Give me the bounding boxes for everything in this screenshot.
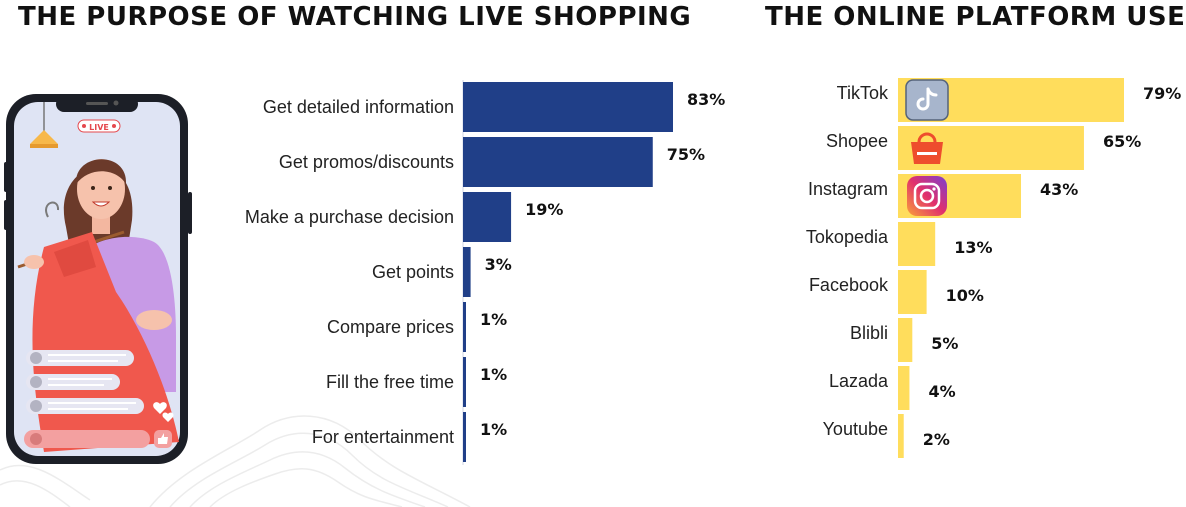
purpose-value-label: 3% <box>485 255 512 274</box>
platform-category-label: Blibli <box>850 323 888 343</box>
platform-category-label: TikTok <box>837 83 889 103</box>
purpose-bar-get-detailed-information <box>463 82 673 132</box>
platform-value-label: 65% <box>1103 132 1141 151</box>
instagram-icon <box>907 176 947 216</box>
purpose-category-label: Get points <box>372 262 454 282</box>
platform-value-label: 79% <box>1143 84 1181 103</box>
purpose-value-label: 1% <box>480 420 507 439</box>
platform-category-label: Facebook <box>809 275 889 295</box>
heart-icon <box>162 412 174 422</box>
purpose-bar-get-promos-discounts <box>463 137 653 187</box>
purpose-bar-get-points <box>463 247 471 297</box>
platform-bar-lazada <box>898 366 910 410</box>
purpose-category-label: Get promos/discounts <box>279 152 454 172</box>
thumbs-up-icon <box>158 433 168 444</box>
purpose-value-label: 1% <box>480 365 507 384</box>
shopee-icon <box>911 132 943 164</box>
purpose-value-label: 19% <box>525 200 563 219</box>
platform-category-label: Shopee <box>826 131 888 151</box>
platform-bar-blibli <box>898 318 913 362</box>
purpose-category-label: Compare prices <box>327 317 454 337</box>
chat-comments <box>26 350 144 414</box>
purpose-bar-fill-the-free-time <box>463 357 466 407</box>
platform-value-label: 2% <box>923 430 950 449</box>
purpose-category-label: Make a purchase decision <box>245 207 454 227</box>
platform-bar-youtube <box>898 414 904 458</box>
platform-category-label: Youtube <box>823 419 888 439</box>
platform-value-label: 5% <box>931 334 958 353</box>
purpose-value-label: 75% <box>667 145 705 164</box>
platform-value-label: 13% <box>954 238 992 257</box>
platform-category-label: Tokopedia <box>806 227 889 247</box>
chart-title-purpose: THE PURPOSE OF WATCHING LIVE SHOPPING <box>18 2 692 32</box>
platform-value-label: 4% <box>928 382 955 401</box>
purpose-category-label: Fill the free time <box>326 372 454 392</box>
purpose-category-label: Get detailed information <box>263 97 454 117</box>
purpose-bar-chart: Get detailed information 83% Get promos/di… <box>245 80 725 465</box>
heart-icon <box>153 402 167 414</box>
live-badge: LIVE <box>77 119 121 133</box>
purpose-value-label: 83% <box>687 90 725 109</box>
chart-title-platform: THE ONLINE PLATFORM USED <box>765 2 1186 32</box>
purpose-bar-for-entertainment <box>463 412 466 462</box>
platform-bar-facebook <box>898 270 927 314</box>
tiktok-icon <box>905 79 949 121</box>
platform-category-label: Lazada <box>829 371 889 391</box>
purpose-bar-compare-prices <box>463 302 466 352</box>
platform-value-label: 10% <box>946 286 984 305</box>
live-badge-label: LIVE <box>89 123 109 132</box>
purpose-value-label: 1% <box>480 310 507 329</box>
purpose-bar-make-a-purchase-decision <box>463 192 512 242</box>
platform-bar-tokopedia <box>898 222 936 266</box>
phone-live-shopping-illustration: LIVE <box>4 94 192 464</box>
purpose-category-label: For entertainment <box>312 427 454 447</box>
platform-value-label: 43% <box>1040 180 1078 199</box>
platform-category-label: Instagram <box>808 179 888 199</box>
